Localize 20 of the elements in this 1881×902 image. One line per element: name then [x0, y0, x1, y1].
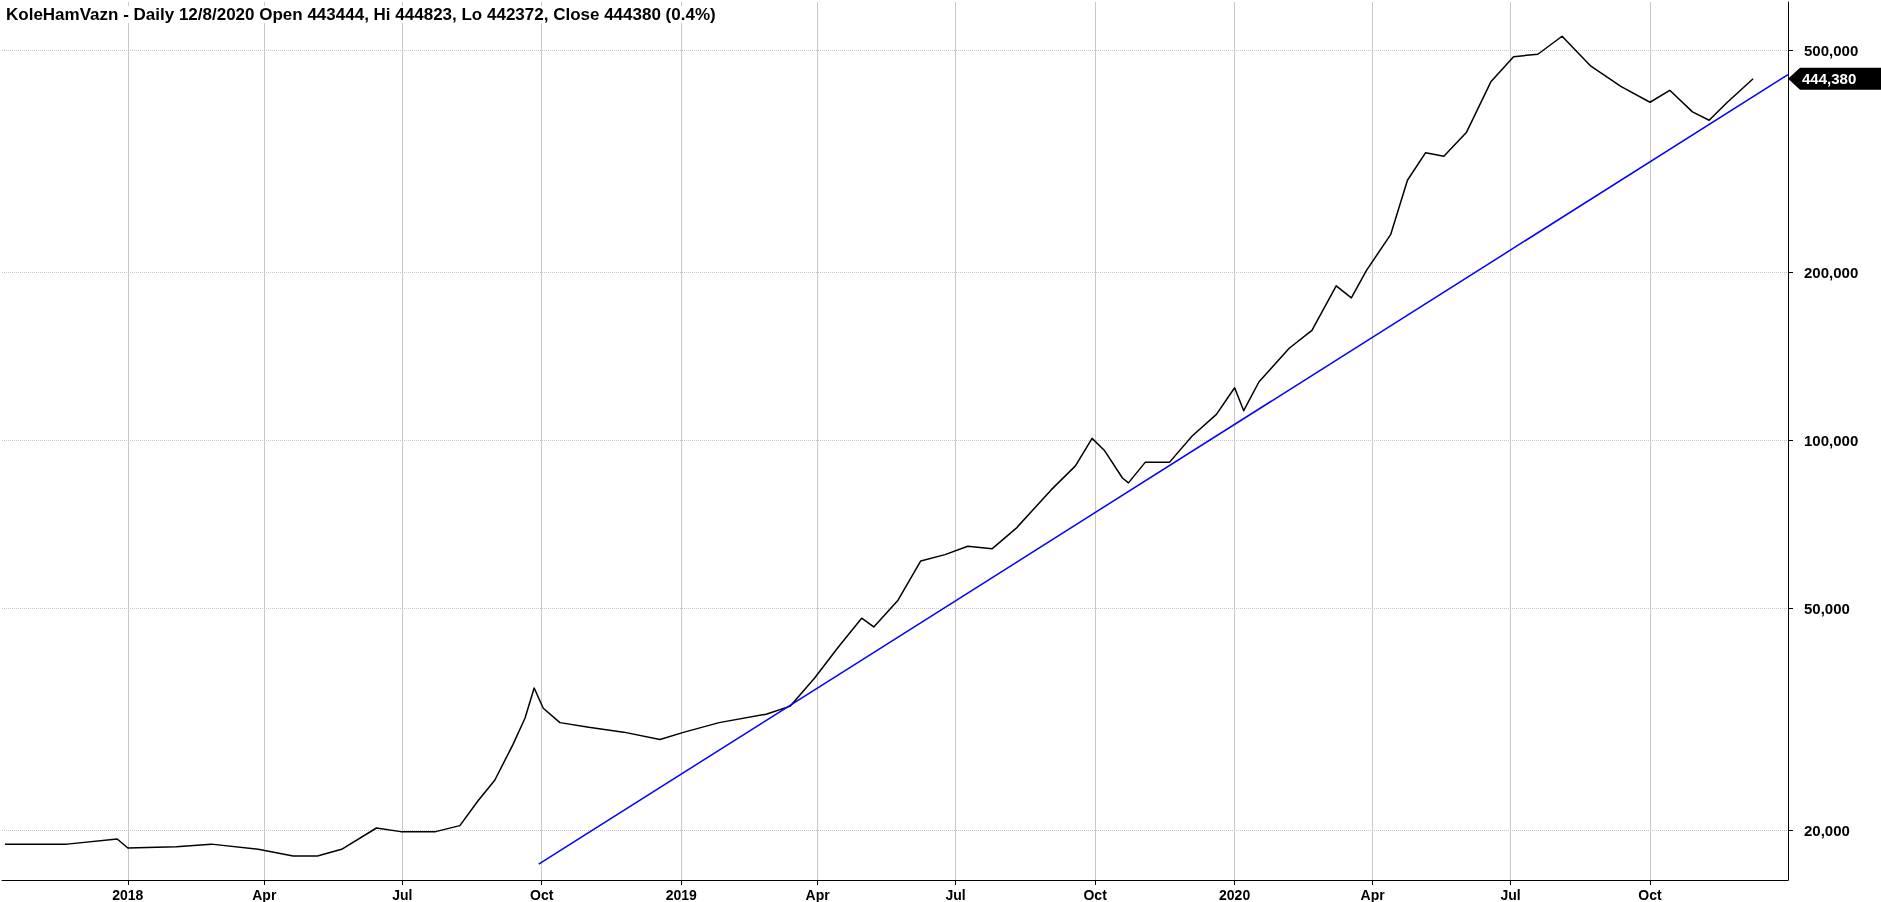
y-tick-label: 50,000	[1804, 599, 1850, 617]
x-tick-label: Apr	[1360, 887, 1386, 902]
x-tick-label: Oct	[1638, 887, 1663, 902]
y-tick-label: 500,000	[1804, 41, 1859, 59]
x-tick-label: Jul	[1500, 887, 1521, 902]
x-tick-label: 2019	[665, 887, 698, 902]
x-tick-label: Apr	[252, 887, 277, 902]
x-tick-label: 2018	[112, 887, 144, 902]
annotation: 444,380	[1802, 70, 1857, 88]
x-tick-label: Oct	[530, 887, 554, 902]
y-tick-label: 100,000	[1804, 431, 1859, 449]
x-tick-label: Apr	[805, 887, 831, 902]
y-tick-label: 20,000	[1804, 821, 1850, 839]
y-tick-label: 200,000	[1804, 263, 1859, 281]
line-series	[4, 35, 1754, 857]
x-tick-label: Jul	[945, 887, 966, 902]
x-tick-label: Oct	[1083, 887, 1108, 902]
chart-title: KoleHamVazn - Daily 12/8/2020 Open 443444, Hi 444823, Lo 442372, Close 444380 (0.4%)	[6, 5, 716, 24]
x-tick-label: Jul	[392, 887, 413, 902]
x-tick-label: 2020	[1219, 887, 1251, 902]
